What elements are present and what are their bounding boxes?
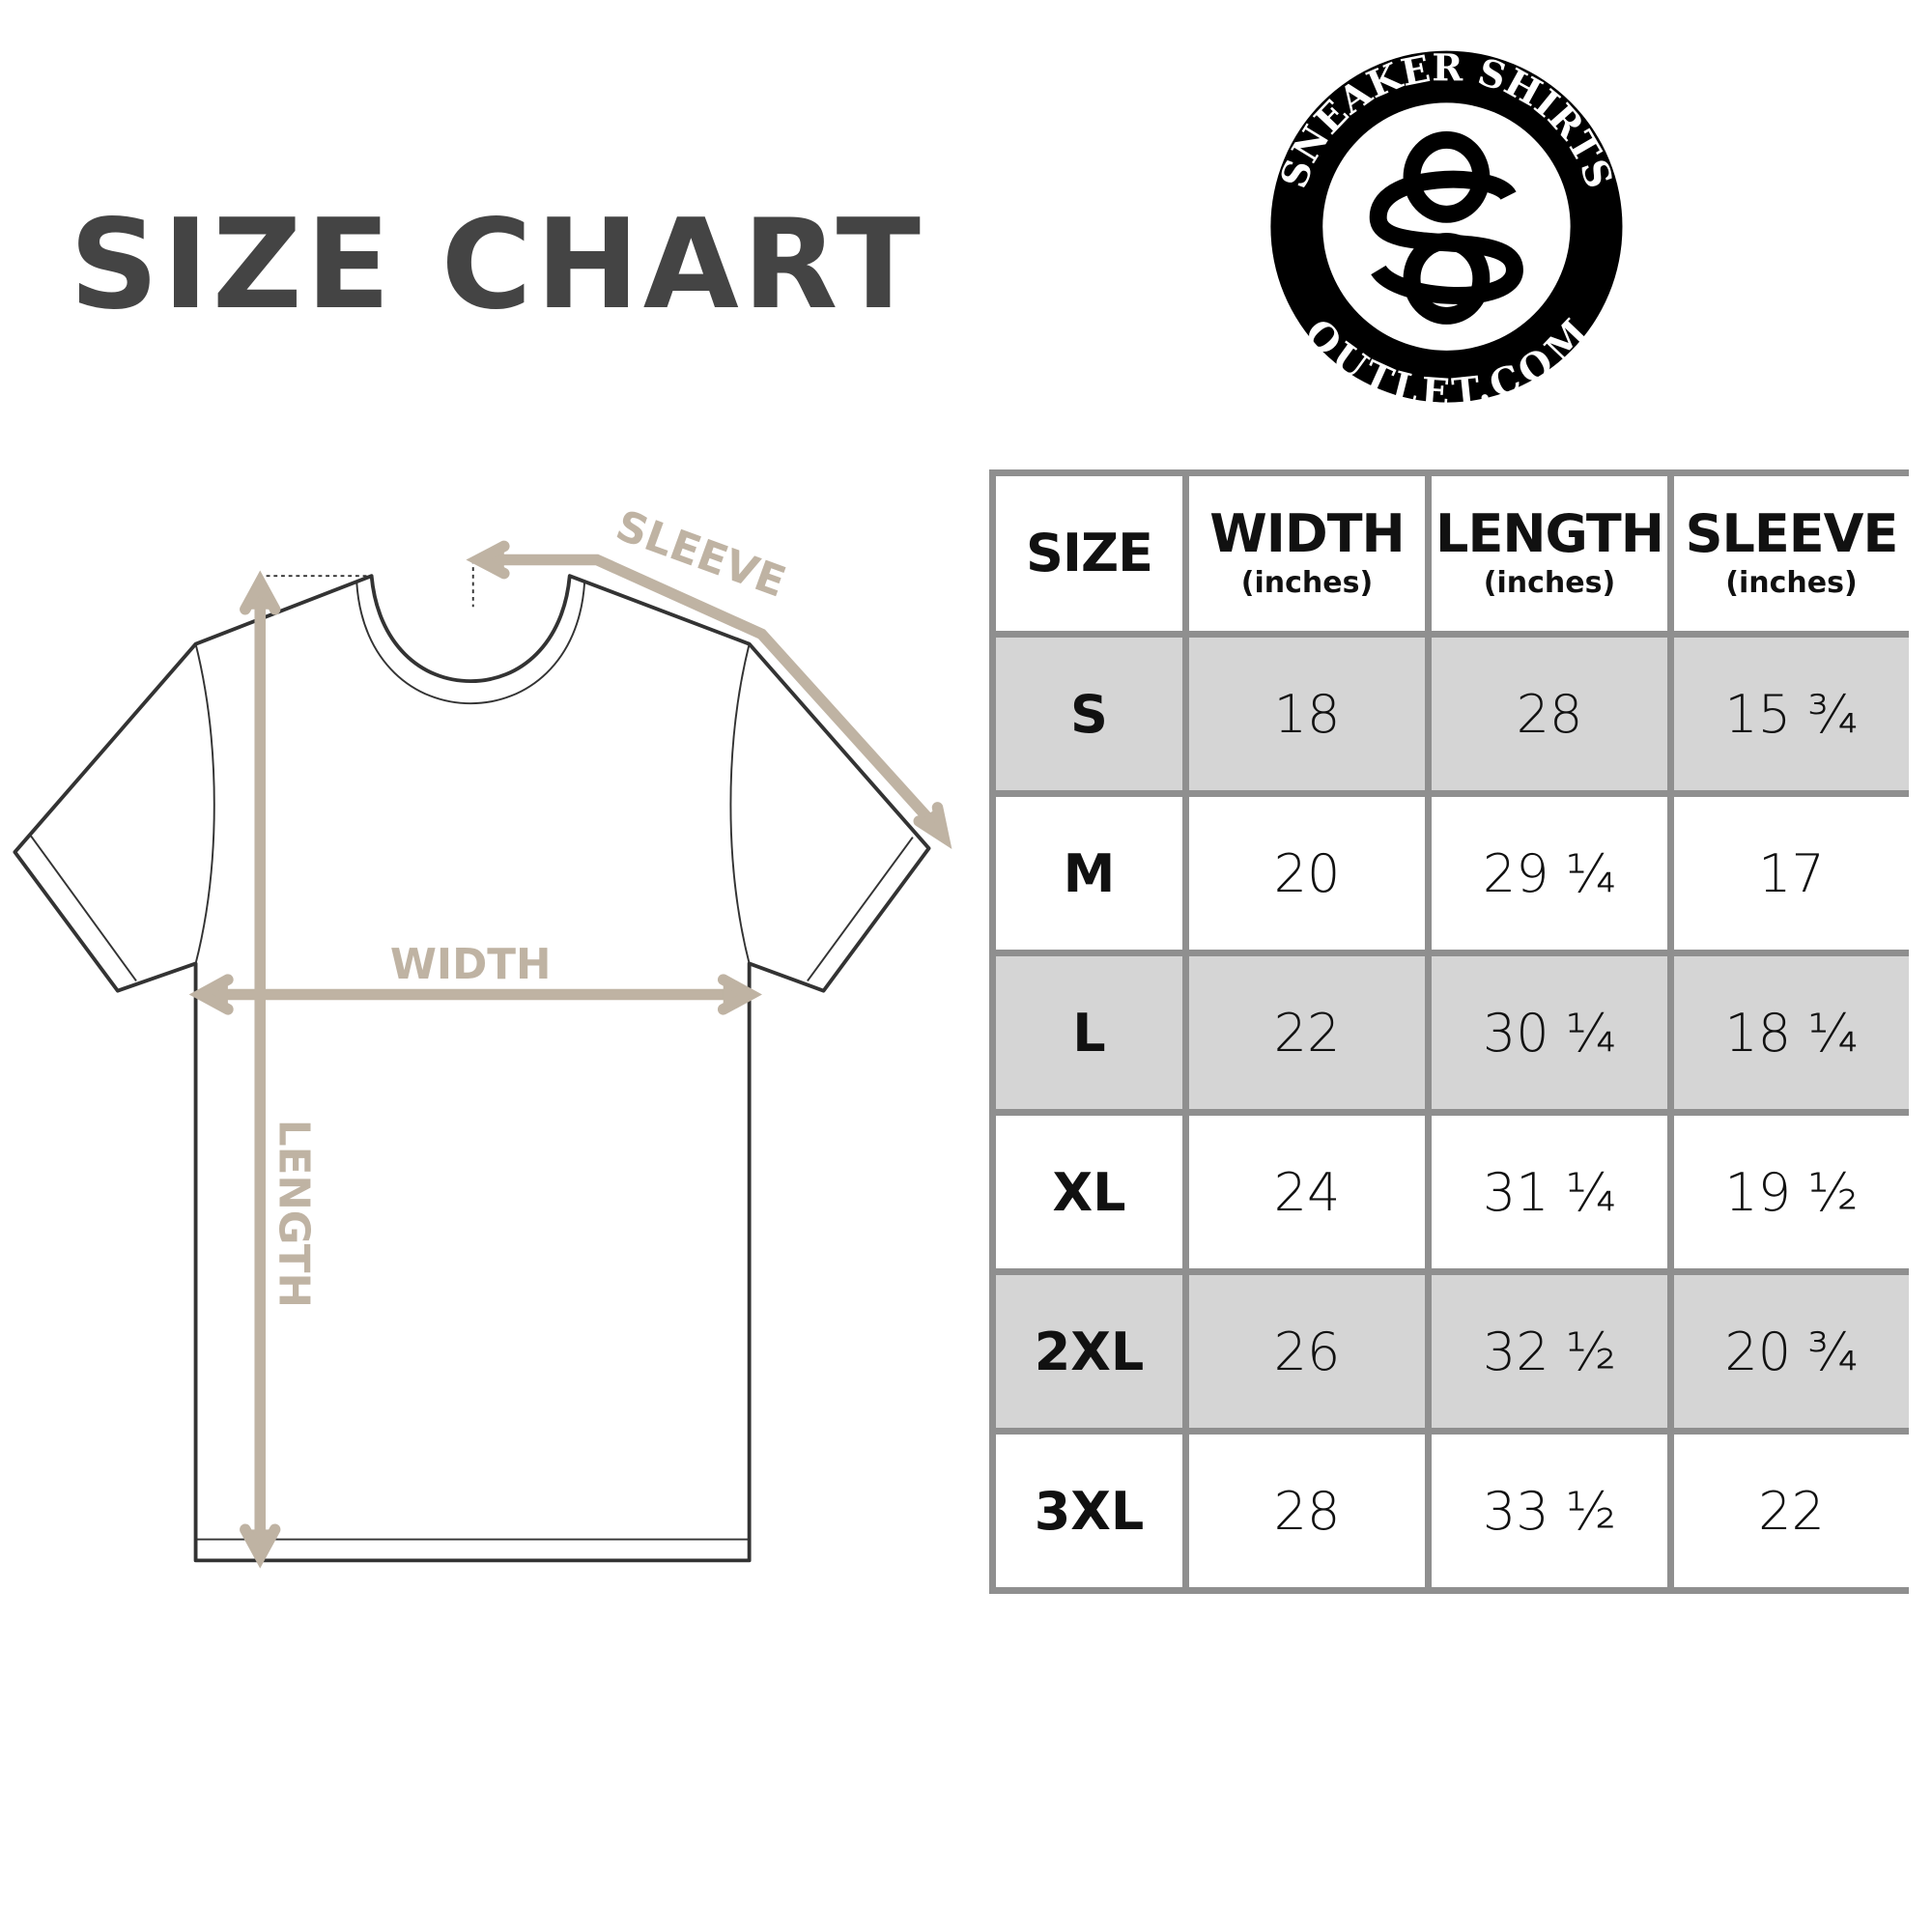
value-cell: 15 ¾ xyxy=(1674,638,1909,790)
size-label: M xyxy=(1063,842,1116,904)
header-unit: (inches) xyxy=(1483,565,1616,600)
tshirt-outline xyxy=(13,574,931,1563)
size-label: XL xyxy=(1052,1161,1126,1223)
brand-logo: SNEAKER SHIRTS OUTLET.COM xyxy=(1270,46,1623,415)
measurement-value: 18 xyxy=(1273,683,1341,745)
value-cell: 18 ¼ xyxy=(1674,956,1909,1109)
collar-inner xyxy=(355,582,586,705)
value-cell: 22 xyxy=(1189,956,1425,1109)
size-label: 3XL xyxy=(1034,1480,1145,1542)
measurement-value: 18 ¼ xyxy=(1724,1002,1859,1064)
value-cell: 20 xyxy=(1189,797,1425,950)
size-cell: XL xyxy=(996,1116,1182,1268)
measurement-value: 19 ½ xyxy=(1724,1161,1859,1223)
measurement-value: 22 xyxy=(1758,1480,1825,1542)
measurement-value: 28 xyxy=(1516,683,1583,745)
value-cell: 24 xyxy=(1189,1116,1425,1268)
value-cell: 19 ½ xyxy=(1674,1116,1909,1268)
value-cell: 30 ¼ xyxy=(1432,956,1667,1109)
value-cell: 31 ¼ xyxy=(1432,1116,1667,1268)
value-cell: 29 ¼ xyxy=(1432,797,1667,950)
sleeve-seam-right xyxy=(729,643,751,964)
measure-arrows xyxy=(188,540,952,1569)
page-title: SIZE CHART xyxy=(70,193,924,337)
header-unit: (inches) xyxy=(1240,565,1374,600)
guide-dotted xyxy=(266,559,474,608)
value-cell: 22 xyxy=(1674,1435,1909,1587)
value-cell: 33 ½ xyxy=(1432,1435,1667,1587)
measurement-value: 29 ¼ xyxy=(1482,842,1617,904)
tshirt-diagram xyxy=(13,559,931,1563)
measurement-value: 24 xyxy=(1273,1161,1341,1223)
size-label: S xyxy=(1070,683,1108,745)
sleeve-label: SLEEVE xyxy=(610,501,791,607)
measurement-value: 32 ½ xyxy=(1482,1321,1617,1382)
header-label: WIDTH xyxy=(1209,502,1406,564)
value-cell: 18 xyxy=(1189,638,1425,790)
value-cell: 20 ¾ xyxy=(1674,1275,1909,1428)
measurement-value: 22 xyxy=(1273,1002,1341,1064)
size-cell: 2XL xyxy=(996,1275,1182,1428)
size-label: L xyxy=(1072,1002,1106,1064)
header-unit: (inches) xyxy=(1725,565,1858,600)
value-cell: 32 ½ xyxy=(1432,1275,1667,1428)
header-cell-length: LENGTH (inches) xyxy=(1432,476,1667,631)
size-table: SIZE WIDTH (inches) LENGTH (inches) SLEEVE (in… xyxy=(989,469,1909,1594)
measurement-value: 26 xyxy=(1273,1321,1341,1382)
measurement-value: 20 xyxy=(1273,842,1341,904)
header-cell-sleeve: SLEEVE (inches) xyxy=(1674,476,1909,631)
header-label: SIZE xyxy=(1025,523,1153,583)
size-label: 2XL xyxy=(1034,1321,1145,1382)
measurement-value: 28 xyxy=(1273,1480,1341,1542)
length-label: LENGTH xyxy=(270,1120,318,1308)
cuff-left xyxy=(30,835,137,981)
sleeve-arrow xyxy=(483,554,942,834)
measurement-value: 20 ¾ xyxy=(1724,1321,1859,1382)
value-cell: 28 xyxy=(1432,638,1667,790)
size-cell: S xyxy=(996,638,1182,790)
cuff-right xyxy=(807,837,914,981)
measurement-value: 33 ½ xyxy=(1482,1480,1617,1542)
header-label: LENGTH xyxy=(1435,502,1664,564)
value-cell: 28 xyxy=(1189,1435,1425,1587)
value-cell: 17 xyxy=(1674,797,1909,950)
measurement-value: 15 ¾ xyxy=(1724,683,1859,745)
size-cell: M xyxy=(996,797,1182,950)
measurement-value: 17 xyxy=(1758,842,1825,904)
measurement-value: 31 ¼ xyxy=(1482,1161,1617,1223)
size-cell: 3XL xyxy=(996,1435,1182,1587)
header-cell-width: WIDTH (inches) xyxy=(1189,476,1425,631)
width-label: WIDTH xyxy=(390,941,552,989)
header-label: SLEEVE xyxy=(1685,502,1899,564)
sleeve-seam-left xyxy=(194,643,215,964)
size-cell: L xyxy=(996,956,1182,1109)
measurement-value: 30 ¼ xyxy=(1482,1002,1617,1064)
value-cell: 26 xyxy=(1189,1275,1425,1428)
header-cell-size: SIZE xyxy=(996,476,1182,631)
monogram-icon xyxy=(1369,130,1523,325)
